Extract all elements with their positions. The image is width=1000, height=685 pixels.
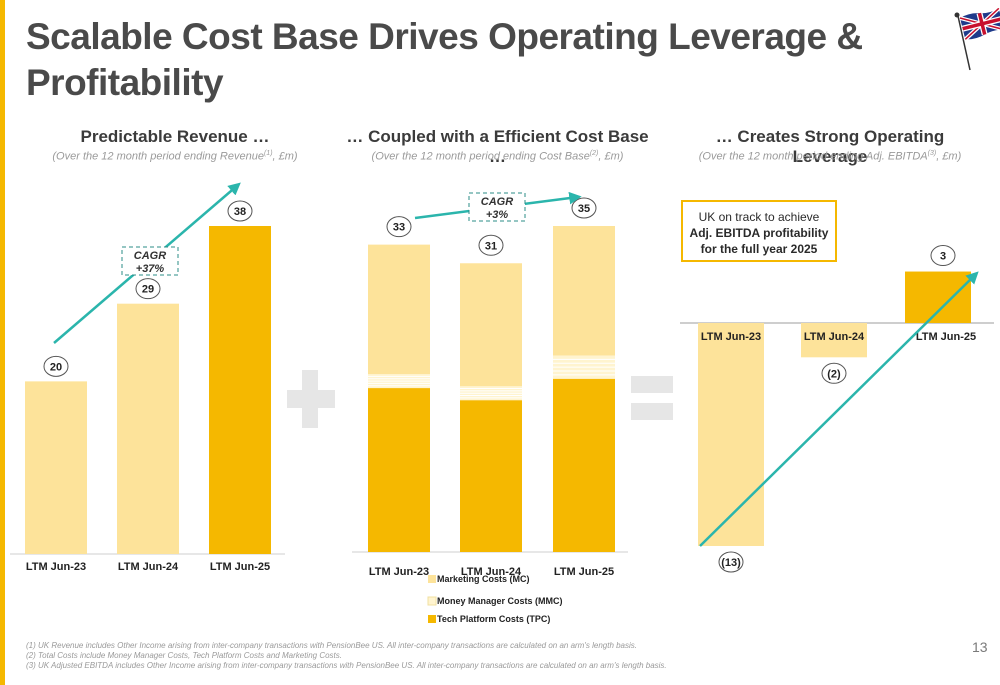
revenue-category-ltm-jun-25: LTM Jun-25: [210, 561, 270, 573]
cost-category-ltm-jun-25: LTM Jun-25: [554, 566, 614, 578]
revenue-bar-ltm-jun-24: [117, 303, 179, 554]
cost-bar-ltm-jun-23-marketing-costs-mc: [368, 244, 430, 375]
ebitda-label-ltm-jun-25-bubble: [930, 245, 956, 267]
cost-total-ltm-jun-25: 35: [578, 203, 590, 215]
footnote-1: (1) UK Revenue includes Other Income ari…: [26, 641, 638, 650]
legend-swatch-marketing-costs-mc: [428, 575, 436, 583]
page-number: 13: [972, 639, 988, 655]
cost-cagr-label: CAGR: [481, 196, 513, 208]
cost-total-ltm-jun-23: 33: [393, 222, 405, 234]
ebitda-label-ltm-jun-24-bubble: [821, 362, 847, 384]
revenue-label-ltm-jun-24: 29: [142, 284, 154, 296]
revenue-bar-ltm-jun-23: [25, 381, 87, 554]
ebitda-label-ltm-jun-25: 3: [940, 251, 946, 263]
revenue-panel-subtitle: (Over the 12 month period ending Revenue…: [52, 150, 298, 163]
ebitda-category-ltm-jun-24: LTM Jun-24: [804, 331, 865, 343]
callout-line-2: Adj. EBITDA profitability: [689, 226, 829, 240]
legend-label-tech-platform-costs-tpc: Tech Platform Costs (TPC): [437, 614, 550, 624]
cost-bar-ltm-jun-25-tech-platform-costs-tpc: [553, 378, 615, 552]
callout-line-1: UK on track to achieve: [698, 210, 820, 224]
revenue-label-ltm-jun-25: 38: [234, 206, 246, 218]
cost-panel-subtitle: (Over the 12 month period ending Cost Ba…: [371, 150, 624, 163]
legend-swatch-tech-platform-costs-tpc: [428, 615, 436, 623]
plus-icon: [287, 370, 335, 428]
cost-panel-title: … Coupled with a Efficient Cost Base …: [346, 127, 649, 166]
cost-cagr-value: +3%: [486, 209, 509, 221]
cost-category-ltm-jun-23: LTM Jun-23: [369, 566, 429, 578]
page-title: Scalable Cost Base Drives Operating Leve…: [26, 16, 863, 103]
cost-total-ltm-jun-24-bubble: [478, 234, 504, 256]
ebitda-category-ltm-jun-23: LTM Jun-23: [701, 331, 761, 343]
revenue-cagr-box: [121, 246, 179, 276]
revenue-panel-title: Predictable Revenue …: [80, 127, 270, 146]
revenue-label-ltm-jun-23: 20: [50, 361, 62, 373]
ebitda-bar-ltm-jun-24: [801, 323, 867, 358]
revenue-category-ltm-jun-23: LTM Jun-23: [26, 561, 86, 573]
ebitda-bar-ltm-jun-25: [905, 271, 971, 323]
revenue-label-ltm-jun-24-bubble: [135, 278, 161, 300]
footnote-2: (2) Total Costs include Money Manager Co…: [26, 651, 342, 660]
ebitda-trend-arrow: [699, 271, 979, 547]
legend-swatch-money-manager-costs-mmc: [427, 596, 437, 606]
ebitda-category-ltm-jun-25: LTM Jun-25: [916, 331, 976, 343]
uk-flag-icon: [954, 8, 1000, 71]
ebitda-label-ltm-jun-24: (2): [827, 368, 841, 380]
cost-total-ltm-jun-23-bubble: [386, 216, 412, 238]
ebitda-label-ltm-jun-23-bubble: [718, 551, 744, 573]
cost-category-ltm-jun-24: LTM Jun-24: [461, 566, 522, 578]
legend-label-marketing-costs-mc: Marketing Costs (MC): [437, 574, 530, 584]
revenue-bar-ltm-jun-25: [209, 226, 271, 554]
revenue-label-ltm-jun-23-bubble: [43, 355, 69, 377]
accent-bar: [0, 0, 5, 685]
callout-line-3: for the full year 2025: [700, 242, 818, 256]
equals-icon: [631, 376, 673, 420]
ebitda-panel-title: … Creates Strong Operating Leverage: [715, 127, 945, 166]
revenue-label-ltm-jun-25-bubble: [227, 200, 253, 222]
revenue-cagr-label: CAGR: [134, 250, 166, 262]
ebitda-label-ltm-jun-23: (13): [721, 557, 741, 569]
ebitda-bar-ltm-jun-23: [698, 323, 764, 546]
cost-bar-ltm-jun-24-marketing-costs-mc: [460, 263, 522, 387]
ebitda-callout: UK on track to achieve Adj. EBITDA profi…: [681, 200, 837, 262]
cost-cagr-box: [468, 192, 526, 222]
footnote-3: (3) UK Adjusted EBITDA includes Other In…: [26, 661, 667, 670]
legend-label-money-manager-costs-mmc: Money Manager Costs (MMC): [437, 596, 563, 606]
ebitda-panel-subtitle: (Over the 12 month period ending Adj. EB…: [698, 150, 962, 163]
cost-bar-ltm-jun-24-tech-platform-costs-tpc: [460, 400, 522, 552]
cost-bar-ltm-jun-23-tech-platform-costs-tpc: [368, 388, 430, 552]
cost-bar-ltm-jun-25-marketing-costs-mc: [553, 226, 615, 356]
footnotes: (1) UK Revenue includes Other Income ari…: [26, 641, 667, 671]
revenue-category-ltm-jun-24: LTM Jun-24: [118, 561, 179, 573]
cost-total-ltm-jun-24: 31: [485, 240, 497, 252]
revenue-cagr-value: +37%: [136, 263, 165, 275]
